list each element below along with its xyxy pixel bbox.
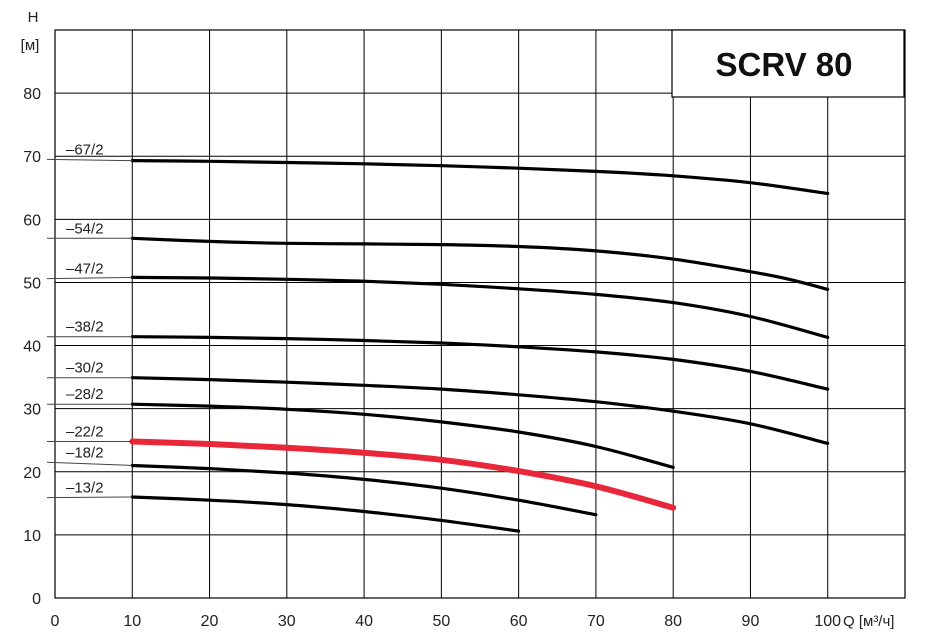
y-tick-label: 10 bbox=[23, 528, 41, 545]
series-line bbox=[130, 376, 830, 445]
y-tick-label: 50 bbox=[23, 275, 41, 292]
y-tick-label: 80 bbox=[23, 86, 41, 103]
x-tick-label: 60 bbox=[510, 613, 528, 630]
series-line bbox=[130, 159, 830, 196]
x-tick-label: 50 bbox=[432, 613, 450, 630]
series-label: –18/2 bbox=[66, 444, 104, 461]
grid bbox=[55, 30, 905, 598]
x-tick-label: 80 bbox=[664, 613, 682, 630]
x-tick-label: 20 bbox=[201, 613, 219, 630]
x-tick-label: 10 bbox=[123, 613, 141, 630]
chart-title: SCRV 80 bbox=[716, 46, 853, 83]
series-label: –38/2 bbox=[66, 319, 104, 336]
series-label: –28/2 bbox=[66, 386, 104, 403]
series-leader-line bbox=[46, 461, 133, 466]
series-label: –22/2 bbox=[66, 423, 104, 440]
x-tick-label: 40 bbox=[355, 613, 373, 630]
tick-labels: 0 10 20 30 40 50 60 70 80 90 100 0 10 20 30 40 50 60 70 80 bbox=[23, 86, 841, 630]
series-leader-line bbox=[46, 158, 133, 162]
series-line bbox=[130, 335, 830, 391]
y-tick-label: 30 bbox=[23, 402, 41, 419]
y-tick-label: 60 bbox=[23, 212, 41, 229]
series-line bbox=[130, 402, 675, 469]
y-tick-label: 40 bbox=[23, 339, 41, 356]
curves bbox=[129, 159, 830, 533]
x-tick-label: 100 bbox=[814, 613, 841, 630]
y-axis-title-symbol: H bbox=[28, 9, 39, 26]
series-leader-line bbox=[46, 276, 133, 280]
y-tick-label: 70 bbox=[23, 149, 41, 166]
series-line bbox=[130, 463, 598, 517]
x-tick-label: 0 bbox=[51, 613, 60, 630]
series-line bbox=[130, 495, 521, 533]
series-line bbox=[130, 236, 830, 291]
series-leader-line bbox=[46, 496, 133, 499]
x-tick-label: 70 bbox=[587, 613, 605, 630]
x-tick-label: 30 bbox=[278, 613, 296, 630]
x-tick-label: 90 bbox=[742, 613, 760, 630]
series-label: –47/2 bbox=[66, 261, 104, 278]
y-tick-label: 0 bbox=[32, 591, 41, 608]
plot-area-border bbox=[54, 29, 906, 599]
y-axis-title-unit: [м] bbox=[21, 37, 40, 54]
series-label: –13/2 bbox=[66, 480, 104, 497]
series-label: –30/2 bbox=[66, 360, 104, 377]
series-label: –67/2 bbox=[66, 141, 104, 158]
curve-labels: –67/2 –54/2 –47/2 –38/2 –30/2 –28/2 –22/2 –18/2… bbox=[46, 141, 133, 499]
title-box: SCRV 80 bbox=[671, 29, 905, 98]
plot-frame bbox=[54, 29, 906, 599]
series-line bbox=[129, 438, 677, 511]
series-line bbox=[130, 275, 830, 339]
series-label: –54/2 bbox=[66, 220, 104, 237]
x-axis-title: Q [м³/ч] bbox=[843, 613, 894, 630]
title-box-frame bbox=[671, 29, 905, 98]
y-tick-label: 20 bbox=[23, 465, 41, 482]
